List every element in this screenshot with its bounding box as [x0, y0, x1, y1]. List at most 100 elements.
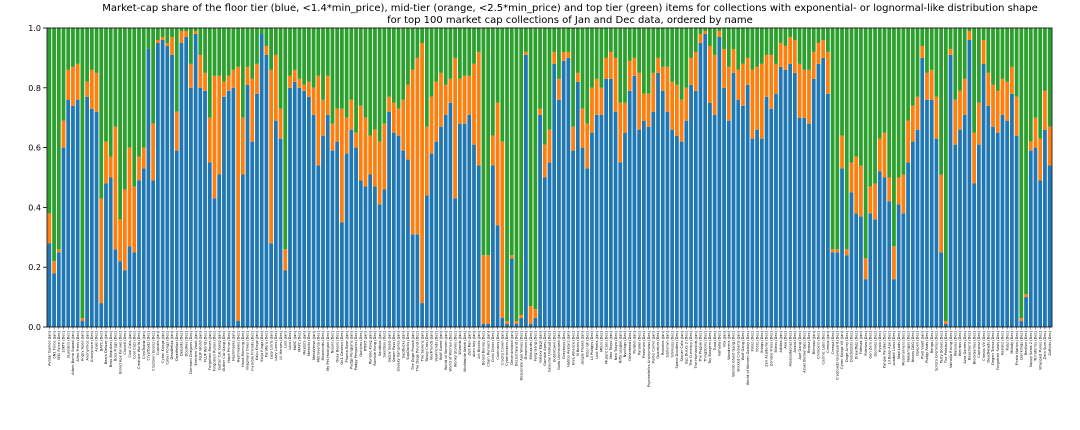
- x-tick-label: Anonymice (Jan): [85, 330, 89, 360]
- mid-tier-bar: [99, 198, 104, 304]
- top-tier-bar: [377, 28, 382, 142]
- floor-tier-bar: [410, 234, 415, 327]
- y-tick-label: 0.4: [28, 203, 41, 212]
- top-tier-bar: [481, 28, 486, 256]
- top-tier-bar: [571, 28, 575, 127]
- mid-tier-bar: [910, 105, 915, 142]
- top-tier-bar: [670, 28, 675, 82]
- x-tick-label: alien boy (Jan): [472, 330, 476, 357]
- mid-tier-bar: [306, 81, 311, 97]
- top-tier-bar: [137, 28, 141, 157]
- x-tick-label: BAYC (Dec): [99, 330, 103, 351]
- x-tick-label: Zed Run (Jan): [467, 330, 471, 355]
- top-tier-bar: [89, 28, 94, 70]
- top-tier-bar: [292, 28, 297, 70]
- mid-tier-bar: [830, 249, 835, 253]
- top-tier-bar: [859, 28, 863, 166]
- top-tier-bar: [302, 28, 307, 85]
- mid-tier-bar: [141, 147, 146, 169]
- floor-tier-bar: [778, 66, 783, 328]
- floor-tier-bar: [94, 111, 99, 327]
- floor-tier-bar: [552, 63, 557, 327]
- chart-title-line-2: for top 100 market cap collections of Ja…: [387, 15, 753, 26]
- mid-tier-bar: [604, 57, 609, 79]
- mid-tier-bar: [85, 81, 89, 97]
- top-tier-bar: [94, 28, 99, 73]
- x-tick-label: Nakamigos (Dec): [906, 330, 910, 361]
- floor-tier-bar: [783, 69, 788, 328]
- x-tick-label: Robotos (Jan): [661, 330, 665, 355]
- x-tick-label: SupDucks (Dec): [406, 330, 410, 359]
- mid-tier-bar: [363, 117, 368, 187]
- floor-tier-bar: [821, 57, 826, 328]
- top-tier-bar: [599, 28, 604, 88]
- floor-tier-bar: [835, 252, 840, 327]
- x-tick-label: Loot (Dec): [288, 330, 292, 349]
- top-tier-bar: [590, 28, 594, 88]
- floor-tier-bar: [311, 114, 316, 328]
- mid-tier-bar: [316, 75, 321, 166]
- x-tick-label: Pudgy Rods (Dec): [925, 330, 929, 362]
- floor-tier-bar: [330, 150, 335, 327]
- floor-tier-bar: [1028, 150, 1033, 327]
- top-tier-bar: [401, 28, 406, 100]
- mid-tier-bar: [89, 69, 94, 109]
- floor-tier-bar: [774, 93, 778, 327]
- top-tier-bar: [340, 28, 344, 109]
- mid-tier-bar: [75, 63, 80, 100]
- x-tick-label: Cupcats (Jan): [156, 330, 160, 355]
- top-tier-bar: [755, 28, 759, 67]
- top-tier-bar: [472, 28, 476, 64]
- top-tier-bar: [1010, 28, 1014, 67]
- floor-tier-bar: [349, 129, 354, 327]
- x-tick-label: Punks Comic (Jan): [652, 330, 656, 363]
- floor-tier-bar: [439, 126, 443, 327]
- x-tick-label: Pixel Vault (Jan): [920, 330, 924, 359]
- x-tick-label: Gen Zero (Dec): [869, 330, 873, 358]
- top-tier-bar: [429, 28, 434, 97]
- mid-tier-bar: [52, 261, 56, 274]
- x-tick-label: Gooniez (Dec): [873, 330, 877, 356]
- top-tier-bar: [731, 28, 736, 49]
- x-tick-label: Toy Boogers (Dec): [708, 330, 712, 364]
- top-tier-bar: [311, 28, 316, 88]
- x-tick-label: Zombie Frens (Dec): [769, 330, 773, 366]
- mid-tier-bar: [137, 156, 141, 181]
- mid-tier-bar: [726, 66, 731, 121]
- floor-tier-bar: [141, 168, 146, 327]
- mid-tier-bar: [552, 51, 557, 64]
- mid-tier-bar: [127, 147, 132, 247]
- x-tick-label: Wizards (Jan): [458, 330, 462, 354]
- x-tick-label: Weirdo Ghost Gang (Dec): [732, 330, 736, 376]
- top-tier-bar: [533, 28, 538, 310]
- mid-tier-bar: [821, 39, 826, 58]
- floor-tier-bar: [925, 99, 929, 327]
- mid-tier-bar: [665, 66, 670, 112]
- top-tier-bar: [462, 28, 467, 76]
- x-tick-label: Rumble Kong (Dec): [373, 330, 377, 365]
- top-tier-bar: [160, 28, 165, 37]
- mid-tier-bar: [325, 75, 330, 115]
- top-tier-bar: [146, 28, 151, 49]
- mid-tier-bar: [580, 108, 585, 148]
- x-tick-label: FLUF World (Dec): [203, 330, 207, 362]
- mid-tier-bar: [887, 177, 892, 202]
- mid-tier-bar: [56, 249, 61, 253]
- floor-tier-bar: [443, 114, 448, 328]
- floor-tier-bar: [207, 162, 212, 327]
- mid-tier-bar: [778, 42, 783, 67]
- floor-tier-bar: [340, 222, 344, 327]
- floor-tier-bar: [47, 243, 52, 327]
- top-tier-bar: [514, 28, 519, 322]
- floor-tier-bar: [632, 75, 637, 327]
- floor-tier-bar: [948, 54, 953, 327]
- top-tier-bar: [222, 28, 226, 82]
- top-tier-bar: [363, 28, 368, 118]
- floor-tier-bar: [476, 165, 481, 327]
- top-tier-bar: [684, 28, 689, 88]
- floor-tier-bar: [467, 114, 472, 328]
- top-tier-bar: [962, 28, 967, 79]
- mid-tier-bar: [443, 84, 448, 115]
- top-tier-bar: [226, 28, 231, 76]
- floor-tier-bar: [1010, 93, 1014, 327]
